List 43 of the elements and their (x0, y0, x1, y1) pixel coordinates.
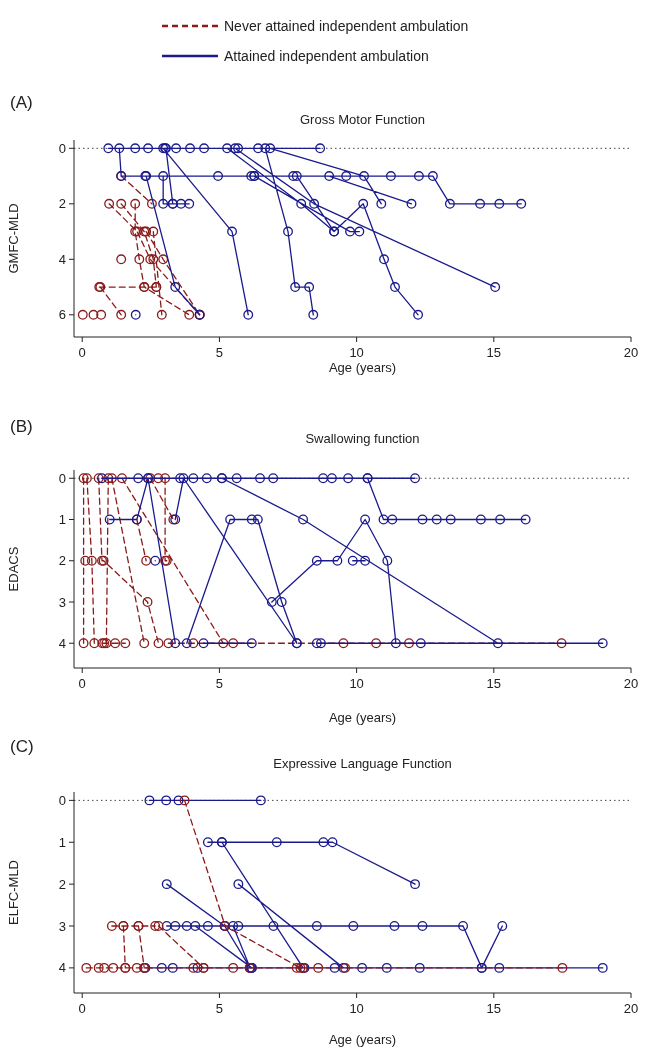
x-tick-label: 20 (623, 345, 639, 360)
x-tick-label: 0 (78, 345, 86, 360)
y-tick-label: 3 (58, 918, 66, 934)
y-tick-label: 4 (58, 960, 66, 976)
x-axis-title: Age (years) (328, 1032, 397, 1047)
x-tick-label: 15 (486, 676, 502, 691)
chart-title: Gross Motor Function (300, 112, 425, 127)
x-tick-label: 0 (78, 676, 86, 691)
x-tick-label: 5 (215, 345, 224, 360)
x-axis-title: Age (years) (328, 710, 397, 725)
y-tick-label: 4 (58, 635, 66, 651)
y-tick-label: 0 (58, 792, 66, 808)
y-tick-label: 4 (58, 251, 66, 267)
x-tick-label: 20 (623, 676, 639, 691)
x-tick-label: 0 (78, 1001, 86, 1016)
text: (C) (10, 737, 34, 756)
y-tick-label: 2 (58, 553, 66, 569)
y-tick-label: 2 (58, 196, 66, 212)
x-tick-label: 5 (215, 1001, 224, 1016)
x-tick-label: 10 (349, 1001, 364, 1016)
chart-title: Expressive Language Function (273, 756, 452, 771)
y-tick-label: 0 (58, 470, 66, 486)
y-axis-title: ELFC-MLD (6, 859, 21, 926)
x-tick-label: 10 (349, 345, 364, 360)
text: (B) (10, 417, 33, 436)
x-tick-label: 10 (349, 676, 364, 691)
text: (A) (10, 93, 33, 112)
x-tick-label: 15 (486, 1001, 502, 1016)
y-axis-title: GMFC-MLD (6, 203, 21, 274)
x-tick-label: 15 (486, 345, 502, 360)
y-tick-label: 1 (58, 834, 66, 850)
y-tick-label: 1 (58, 512, 66, 528)
legend-label: Never attained independent ambulation (224, 17, 469, 34)
y-tick-label: 3 (58, 594, 66, 610)
y-tick-label: 0 (58, 140, 66, 156)
chart-title: Swallowing function (305, 431, 420, 446)
x-axis-title: Age (years) (328, 360, 397, 375)
y-tick-label: 6 (58, 307, 66, 323)
y-axis-title: EDACS (6, 546, 21, 592)
y-tick-label: 2 (58, 876, 66, 892)
x-tick-label: 5 (215, 676, 224, 691)
legend-label: Attained independent ambulation (224, 47, 429, 64)
x-tick-label: 20 (623, 1001, 639, 1016)
